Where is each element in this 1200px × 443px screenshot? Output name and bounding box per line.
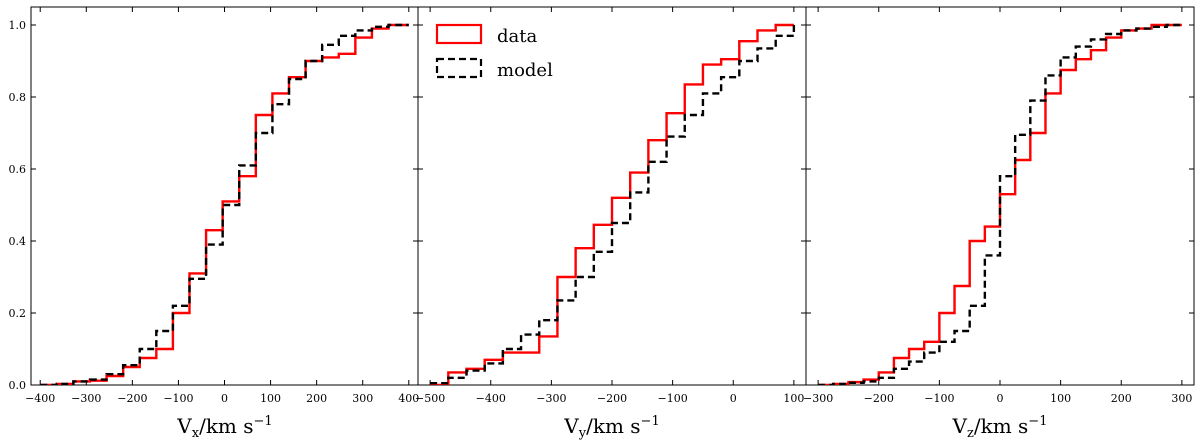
xtick-label: 100 <box>260 392 281 405</box>
xtick-label: 300 <box>1171 392 1192 405</box>
legend: data model <box>435 23 553 81</box>
panel-vy-series <box>430 23 796 385</box>
panel-vy-xticks: −500 −400 −300 −200 −100 0 100 <box>415 7 804 405</box>
xtick-label: 200 <box>1111 392 1132 405</box>
panel-vx: 0.0 0.2 0.4 0.6 0.8 1.0 −400 −300 −200 −100 0 100 2… <box>9 6 419 441</box>
xtick-label: 300 <box>352 392 373 405</box>
panel-vy-yticks <box>418 24 806 386</box>
xtick-label: 0 <box>221 392 228 405</box>
panel-vz-yticks <box>806 24 1194 386</box>
ytick-label: 0.2 <box>9 307 27 320</box>
panel-vz-xticks: −300 −200 −100 0 100 200 300 <box>803 7 1192 405</box>
legend-model-swatch <box>435 57 483 79</box>
xtick-label: −100 <box>924 392 954 405</box>
panel-vy: −500 −400 −300 −200 −100 0 100 Vy/km s−1 data … <box>415 6 807 441</box>
ytick-label: 0.0 <box>9 379 27 392</box>
xtick-label: −400 <box>25 392 55 405</box>
legend-data-label: data <box>497 26 537 47</box>
panel-vy-model-step-line <box>430 25 796 385</box>
panel-vx-series <box>40 23 409 385</box>
xtick-label: 0 <box>730 392 737 405</box>
ytick-label: 1.0 <box>9 19 27 32</box>
xtick-label: −200 <box>864 392 894 405</box>
xtick-label: −300 <box>536 392 566 405</box>
legend-model-label: model <box>497 60 553 81</box>
panel-vx-model-step-line <box>40 23 409 385</box>
panel-vy-xlabel: Vy/km s−1 <box>563 414 659 441</box>
xtick-label: −300 <box>803 392 833 405</box>
ytick-label: 0.8 <box>9 91 27 104</box>
xtick-label: −100 <box>163 392 193 405</box>
panel-vz-series <box>818 23 1182 385</box>
panel-vz-data-step-line <box>818 23 1182 385</box>
xtick-label: −500 <box>415 392 445 405</box>
ytick-label: 0.4 <box>9 235 27 248</box>
xtick-label: −400 <box>476 392 506 405</box>
xtick-label: −300 <box>71 392 101 405</box>
panel-vx-yticks: 0.0 0.2 0.4 0.6 0.8 1.0 <box>9 19 418 392</box>
panel-vz: −300 −200 −100 0 100 200 300 Vz/km s−1 <box>803 6 1195 441</box>
panel-vx-xlabel: Vx/km s−1 <box>176 414 272 441</box>
xtick-label: −100 <box>658 392 688 405</box>
legend-data-swatch <box>435 23 483 45</box>
panel-vx-xticks: −400 −300 −200 −100 0 100 200 300 400 <box>25 7 419 405</box>
xtick-label: −200 <box>117 392 147 405</box>
xtick-label: 400 <box>398 392 419 405</box>
panel-vy-data-step-line <box>430 23 794 385</box>
xtick-label: 200 <box>306 392 327 405</box>
ytick-label: 0.6 <box>9 163 27 176</box>
xtick-label: 0 <box>997 392 1004 405</box>
xtick-label: −200 <box>597 392 627 405</box>
xtick-label: 100 <box>1050 392 1071 405</box>
panel-vz-xlabel: Vz/km s−1 <box>952 414 1048 441</box>
panel-vz-model-step-line <box>818 23 1182 385</box>
xtick-label: 100 <box>783 392 804 405</box>
